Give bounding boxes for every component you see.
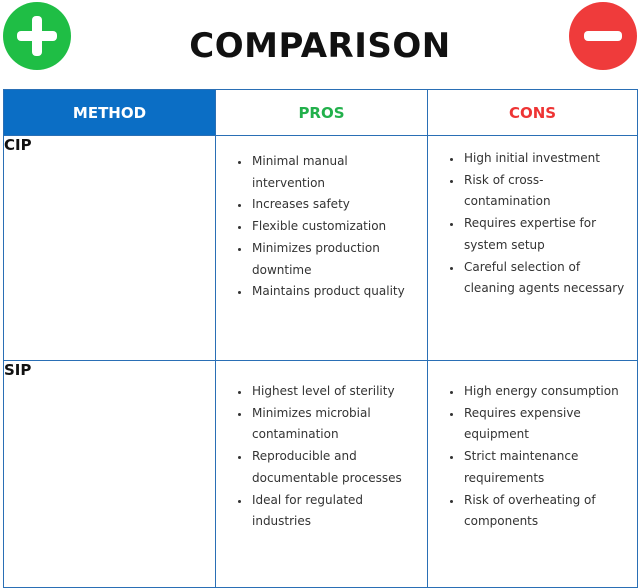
cons-cell: High initial investment Risk of cross-co… [427, 135, 638, 361]
list-item: Careful selection of cleaning agents nec… [462, 257, 629, 300]
list-item: Reproducible and documentable processes [250, 446, 419, 489]
list-item: Minimizes microbial contamination [250, 403, 419, 446]
list-item: Requires expertise for system setup [462, 213, 629, 256]
list-item: High energy consumption [462, 381, 629, 403]
pros-cell: Minimal manual intervention Increases sa… [215, 135, 428, 361]
list-item: Requires expensive equipment [462, 403, 629, 446]
pros-cell: Highest level of sterility Minimizes mic… [215, 360, 428, 588]
list-item: Risk of cross-contamination [462, 170, 629, 213]
list-item: High initial investment [462, 148, 629, 170]
pros-header: PROS [215, 89, 428, 136]
list-item: Risk of overheating of components [462, 490, 629, 533]
method-name: CIP [3, 135, 216, 361]
list-item: Minimizes production downtime [250, 238, 419, 281]
list-item: Flexible customization [250, 216, 419, 238]
pros-list: Highest level of sterility Minimizes mic… [216, 361, 427, 533]
table-row-cip: CIP Minimal manual intervention Increase… [3, 135, 638, 361]
list-item: Maintains product quality [250, 281, 419, 303]
method-name: SIP [3, 360, 216, 588]
method-header: METHOD [3, 89, 216, 136]
pros-list: Minimal manual intervention Increases sa… [216, 136, 427, 303]
list-item: Highest level of sterility [250, 381, 419, 403]
page-title: COMPARISON [189, 26, 451, 66]
list-item: Minimal manual intervention [250, 151, 419, 194]
minus-icon [569, 2, 637, 70]
cons-list: High initial investment Risk of cross-co… [428, 136, 637, 300]
cons-cell: High energy consumption Requires expensi… [427, 360, 638, 588]
header-row: METHOD PROS CONS [3, 89, 638, 136]
comparison-table: METHOD PROS CONS CIP Minimal manual inte… [3, 89, 638, 588]
cons-header: CONS [427, 89, 638, 136]
table-row-sip: SIP Highest level of sterility Minimizes… [3, 360, 638, 588]
list-item: Ideal for regulated industries [250, 490, 419, 533]
list-item: Strict maintenance requirements [462, 446, 629, 489]
plus-icon [3, 2, 71, 70]
list-item: Increases safety [250, 194, 419, 216]
cons-list: High energy consumption Requires expensi… [428, 361, 637, 533]
